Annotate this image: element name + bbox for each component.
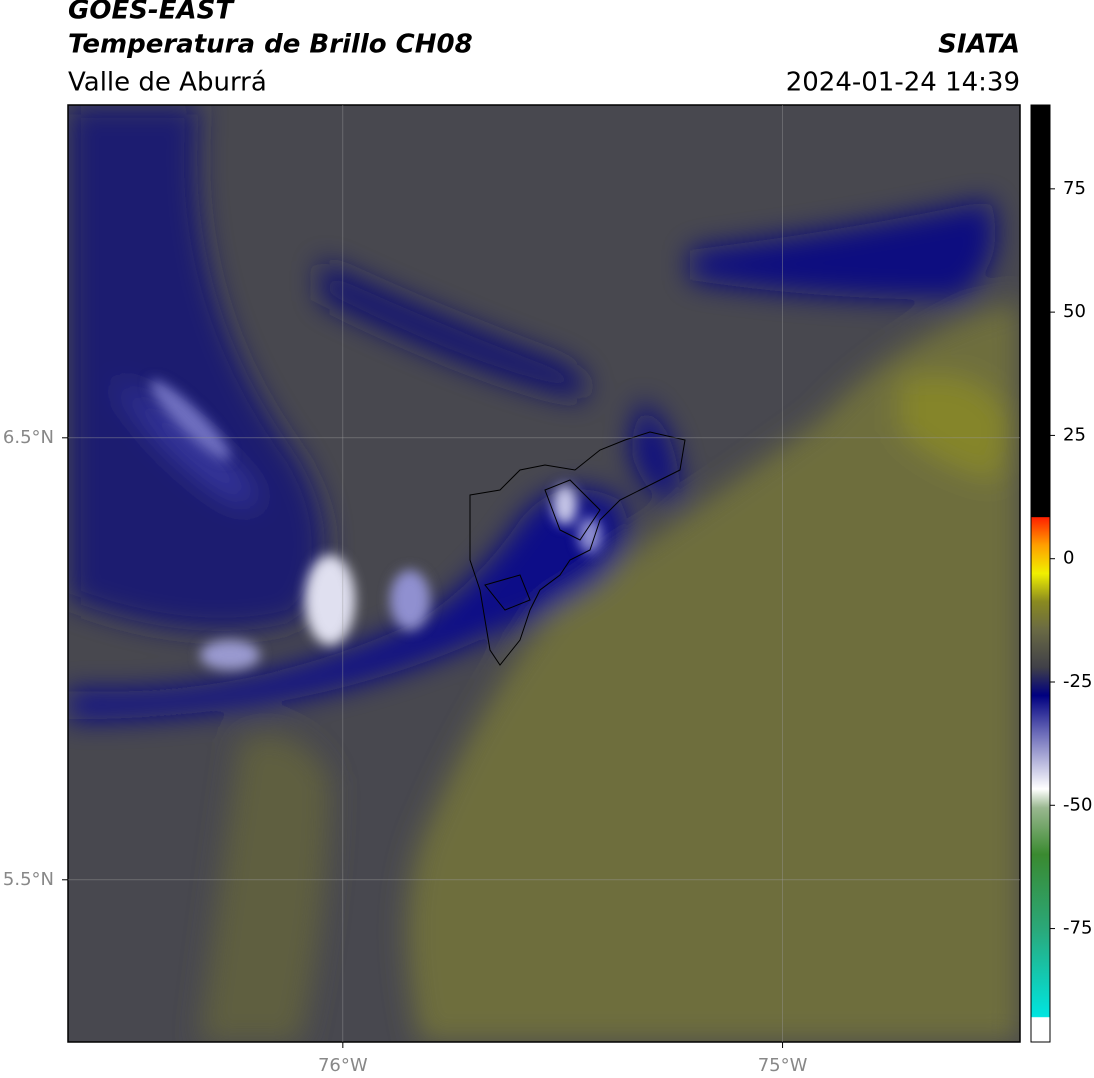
colorbar-tick-label: -25 <box>1063 671 1092 692</box>
satellite-field <box>68 105 1020 1042</box>
colorbar-tick-label: 0 <box>1063 548 1074 569</box>
colorbar-tick-label: -75 <box>1063 918 1092 939</box>
timestamp: 2024-01-24 14:39 <box>786 68 1020 98</box>
y-tick-label: 6.5°N <box>3 427 54 448</box>
colorbar-tick-label: 50 <box>1063 301 1086 322</box>
region: Valle de Aburrá <box>68 68 267 98</box>
subtitle: Temperatura de Brillo CH08 <box>68 30 473 60</box>
municipal-boundaries <box>469 431 686 666</box>
colorbar-tick-label: 25 <box>1063 424 1086 445</box>
map-frame <box>67 104 1021 1043</box>
title: GOES-EAST <box>68 0 235 26</box>
x-tick-label: 75°W <box>758 1055 808 1076</box>
y-tick-label: 5.5°N <box>3 869 54 890</box>
source: SIATA <box>938 30 1020 60</box>
x-tick-label: 76°W <box>318 1055 368 1076</box>
colorbar-tick-label: -50 <box>1063 794 1092 815</box>
colorbar-tick-label: 75 <box>1063 178 1086 199</box>
colorbar <box>1030 104 1051 1043</box>
